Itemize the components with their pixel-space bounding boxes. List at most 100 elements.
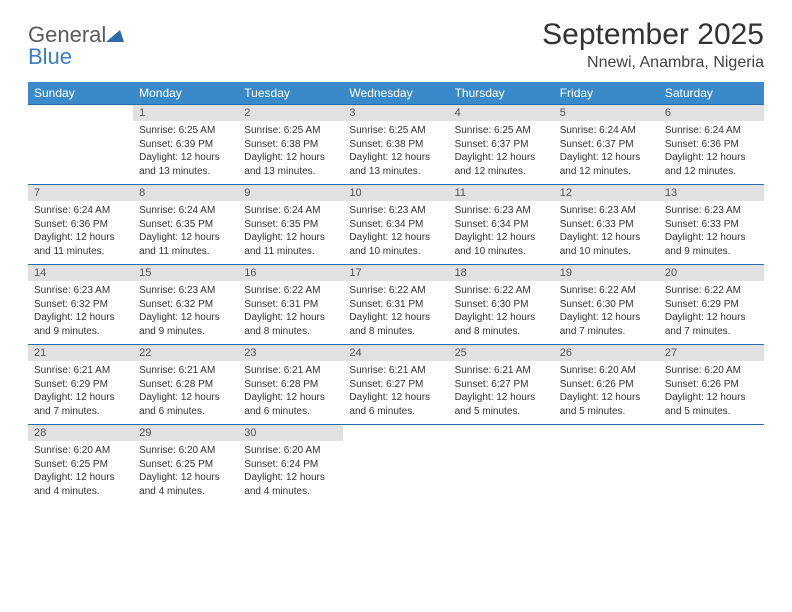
day-number: 13 bbox=[659, 185, 764, 201]
sunrise-text: Sunrise: 6:24 AM bbox=[244, 204, 337, 218]
day-cell: 1Sunrise: 6:25 AMSunset: 6:39 PMDaylight… bbox=[133, 105, 238, 184]
day-body bbox=[554, 425, 659, 434]
day-body bbox=[449, 425, 554, 434]
daylight-text: Daylight: 12 hours and 10 minutes. bbox=[560, 231, 653, 258]
sunset-text: Sunset: 6:25 PM bbox=[139, 458, 232, 472]
day-cell: 22Sunrise: 6:21 AMSunset: 6:28 PMDayligh… bbox=[133, 345, 238, 424]
day-body: Sunrise: 6:25 AMSunset: 6:38 PMDaylight:… bbox=[238, 121, 343, 184]
day-body: Sunrise: 6:23 AMSunset: 6:34 PMDaylight:… bbox=[449, 201, 554, 264]
sunset-text: Sunset: 6:29 PM bbox=[34, 378, 127, 392]
daylight-text: Daylight: 12 hours and 4 minutes. bbox=[244, 471, 337, 498]
day-body: Sunrise: 6:22 AMSunset: 6:29 PMDaylight:… bbox=[659, 281, 764, 344]
daylight-text: Daylight: 12 hours and 10 minutes. bbox=[349, 231, 442, 258]
day-body: Sunrise: 6:20 AMSunset: 6:26 PMDaylight:… bbox=[659, 361, 764, 424]
day-body: Sunrise: 6:22 AMSunset: 6:31 PMDaylight:… bbox=[343, 281, 448, 344]
daylight-text: Daylight: 12 hours and 13 minutes. bbox=[139, 151, 232, 178]
sunrise-text: Sunrise: 6:24 AM bbox=[34, 204, 127, 218]
day-number: 6 bbox=[659, 105, 764, 121]
day-body: Sunrise: 6:21 AMSunset: 6:29 PMDaylight:… bbox=[28, 361, 133, 424]
sunset-text: Sunset: 6:28 PM bbox=[139, 378, 232, 392]
sunset-text: Sunset: 6:26 PM bbox=[665, 378, 758, 392]
day-body: Sunrise: 6:23 AMSunset: 6:33 PMDaylight:… bbox=[554, 201, 659, 264]
sunrise-text: Sunrise: 6:20 AM bbox=[560, 364, 653, 378]
day-cell: 30Sunrise: 6:20 AMSunset: 6:24 PMDayligh… bbox=[238, 425, 343, 504]
sunset-text: Sunset: 6:34 PM bbox=[349, 218, 442, 232]
sunrise-text: Sunrise: 6:24 AM bbox=[560, 124, 653, 138]
header-row: General Blue September 2025 Nnewi, Anamb… bbox=[28, 18, 764, 72]
day-body: Sunrise: 6:25 AMSunset: 6:38 PMDaylight:… bbox=[343, 121, 448, 184]
sunrise-text: Sunrise: 6:20 AM bbox=[34, 444, 127, 458]
day-cell: 20Sunrise: 6:22 AMSunset: 6:29 PMDayligh… bbox=[659, 265, 764, 344]
daylight-text: Daylight: 12 hours and 11 minutes. bbox=[244, 231, 337, 258]
weekday-header: Sunday bbox=[28, 82, 133, 104]
sunset-text: Sunset: 6:30 PM bbox=[455, 298, 548, 312]
sunset-text: Sunset: 6:31 PM bbox=[244, 298, 337, 312]
daylight-text: Daylight: 12 hours and 11 minutes. bbox=[34, 231, 127, 258]
daylight-text: Daylight: 12 hours and 4 minutes. bbox=[139, 471, 232, 498]
daylight-text: Daylight: 12 hours and 5 minutes. bbox=[455, 391, 548, 418]
day-number: 17 bbox=[343, 265, 448, 281]
daylight-text: Daylight: 12 hours and 12 minutes. bbox=[455, 151, 548, 178]
daylight-text: Daylight: 12 hours and 8 minutes. bbox=[349, 311, 442, 338]
sunset-text: Sunset: 6:38 PM bbox=[349, 138, 442, 152]
sunrise-text: Sunrise: 6:22 AM bbox=[244, 284, 337, 298]
day-body: Sunrise: 6:20 AMSunset: 6:26 PMDaylight:… bbox=[554, 361, 659, 424]
daylight-text: Daylight: 12 hours and 9 minutes. bbox=[665, 231, 758, 258]
sunset-text: Sunset: 6:30 PM bbox=[560, 298, 653, 312]
daylight-text: Daylight: 12 hours and 13 minutes. bbox=[244, 151, 337, 178]
weekday-header: Saturday bbox=[659, 82, 764, 104]
day-number: 19 bbox=[554, 265, 659, 281]
day-cell: 26Sunrise: 6:20 AMSunset: 6:26 PMDayligh… bbox=[554, 345, 659, 424]
daylight-text: Daylight: 12 hours and 6 minutes. bbox=[139, 391, 232, 418]
day-cell: 10Sunrise: 6:23 AMSunset: 6:34 PMDayligh… bbox=[343, 185, 448, 264]
day-cell: 13Sunrise: 6:23 AMSunset: 6:33 PMDayligh… bbox=[659, 185, 764, 264]
day-body: Sunrise: 6:25 AMSunset: 6:37 PMDaylight:… bbox=[449, 121, 554, 184]
day-cell: 21Sunrise: 6:21 AMSunset: 6:29 PMDayligh… bbox=[28, 345, 133, 424]
weekday-header: Wednesday bbox=[343, 82, 448, 104]
day-cell: 5Sunrise: 6:24 AMSunset: 6:37 PMDaylight… bbox=[554, 105, 659, 184]
day-cell: 25Sunrise: 6:21 AMSunset: 6:27 PMDayligh… bbox=[449, 345, 554, 424]
daylight-text: Daylight: 12 hours and 7 minutes. bbox=[665, 311, 758, 338]
sunrise-text: Sunrise: 6:20 AM bbox=[244, 444, 337, 458]
day-number: 22 bbox=[133, 345, 238, 361]
sunset-text: Sunset: 6:39 PM bbox=[139, 138, 232, 152]
day-cell bbox=[343, 425, 448, 504]
day-body: Sunrise: 6:20 AMSunset: 6:25 PMDaylight:… bbox=[28, 441, 133, 504]
sunset-text: Sunset: 6:31 PM bbox=[349, 298, 442, 312]
daylight-text: Daylight: 12 hours and 9 minutes. bbox=[139, 311, 232, 338]
sunset-text: Sunset: 6:34 PM bbox=[455, 218, 548, 232]
day-number: 10 bbox=[343, 185, 448, 201]
day-cell: 28Sunrise: 6:20 AMSunset: 6:25 PMDayligh… bbox=[28, 425, 133, 504]
calendar-grid: Sunday Monday Tuesday Wednesday Thursday… bbox=[28, 82, 764, 504]
daylight-text: Daylight: 12 hours and 9 minutes. bbox=[34, 311, 127, 338]
sunrise-text: Sunrise: 6:23 AM bbox=[349, 204, 442, 218]
sunrise-text: Sunrise: 6:22 AM bbox=[665, 284, 758, 298]
daylight-text: Daylight: 12 hours and 6 minutes. bbox=[244, 391, 337, 418]
day-cell bbox=[659, 425, 764, 504]
sunrise-text: Sunrise: 6:23 AM bbox=[34, 284, 127, 298]
daylight-text: Daylight: 12 hours and 8 minutes. bbox=[244, 311, 337, 338]
day-number: 25 bbox=[449, 345, 554, 361]
sunset-text: Sunset: 6:33 PM bbox=[665, 218, 758, 232]
daylight-text: Daylight: 12 hours and 12 minutes. bbox=[560, 151, 653, 178]
day-cell: 24Sunrise: 6:21 AMSunset: 6:27 PMDayligh… bbox=[343, 345, 448, 424]
daylight-text: Daylight: 12 hours and 5 minutes. bbox=[665, 391, 758, 418]
sunset-text: Sunset: 6:28 PM bbox=[244, 378, 337, 392]
sunrise-text: Sunrise: 6:23 AM bbox=[560, 204, 653, 218]
day-body: Sunrise: 6:21 AMSunset: 6:28 PMDaylight:… bbox=[133, 361, 238, 424]
sunrise-text: Sunrise: 6:22 AM bbox=[349, 284, 442, 298]
sunset-text: Sunset: 6:29 PM bbox=[665, 298, 758, 312]
sunrise-text: Sunrise: 6:21 AM bbox=[244, 364, 337, 378]
day-number: 7 bbox=[28, 185, 133, 201]
day-number: 15 bbox=[133, 265, 238, 281]
sunset-text: Sunset: 6:24 PM bbox=[244, 458, 337, 472]
sunset-text: Sunset: 6:25 PM bbox=[34, 458, 127, 472]
sunrise-text: Sunrise: 6:22 AM bbox=[455, 284, 548, 298]
day-body: Sunrise: 6:23 AMSunset: 6:34 PMDaylight:… bbox=[343, 201, 448, 264]
sunrise-text: Sunrise: 6:23 AM bbox=[455, 204, 548, 218]
day-body: Sunrise: 6:25 AMSunset: 6:39 PMDaylight:… bbox=[133, 121, 238, 184]
day-body: Sunrise: 6:20 AMSunset: 6:24 PMDaylight:… bbox=[238, 441, 343, 504]
day-number: 2 bbox=[238, 105, 343, 121]
day-cell: 27Sunrise: 6:20 AMSunset: 6:26 PMDayligh… bbox=[659, 345, 764, 424]
sunrise-text: Sunrise: 6:20 AM bbox=[139, 444, 232, 458]
